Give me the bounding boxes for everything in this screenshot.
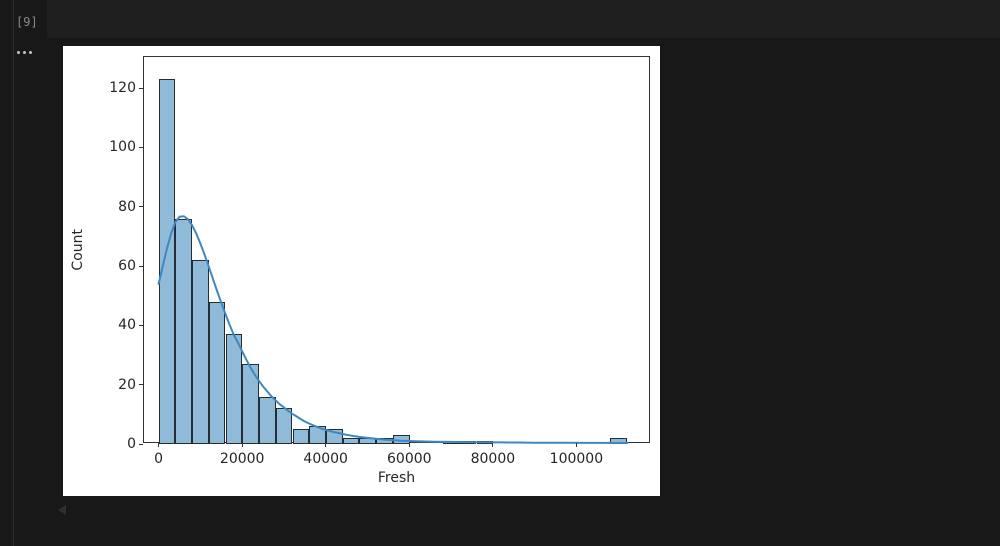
- code-cell-editor[interactable]: [47, 0, 1000, 38]
- kde-curve: [157, 215, 629, 444]
- y-tick-label: 40: [118, 317, 136, 334]
- y-axis-label: Count: [69, 228, 86, 271]
- x-tick-mark: [241, 443, 243, 447]
- y-tick-mark: [139, 146, 143, 148]
- x-tick-mark: [325, 443, 327, 447]
- histogram-bar: [259, 396, 276, 444]
- y-tick-mark: [139, 206, 143, 208]
- y-tick-label: 60: [118, 258, 136, 275]
- y-tick-mark: [139, 87, 143, 89]
- histogram-bar: [158, 79, 176, 444]
- x-tick-label: 80000: [470, 451, 516, 467]
- x-tick-mark: [575, 443, 577, 447]
- histogram-bar: [242, 363, 259, 444]
- histogram-bar: [292, 429, 310, 444]
- y-tick-label: 120: [109, 80, 136, 97]
- plot-clip: [144, 57, 651, 444]
- histogram-bar: [342, 438, 360, 444]
- x-tick-label: 100000: [549, 451, 604, 467]
- y-tick-label: 20: [118, 376, 136, 393]
- plot-area: 0 20000 40000 60000 80000 100000 0 20 40 60 80 100 1…: [109, 56, 651, 467]
- x-tick-label: 20000: [219, 451, 265, 467]
- histogram-bar: [175, 218, 193, 444]
- x-tick-mark: [158, 443, 160, 447]
- histogram-bar: [192, 260, 209, 444]
- y-tick-mark: [139, 324, 143, 326]
- x-tick-mark: [408, 443, 410, 447]
- panel-divider: [13, 0, 14, 546]
- x-tick-label: 0: [154, 451, 164, 467]
- output-collapse-arrow-icon: [58, 505, 66, 515]
- x-tick-mark: [492, 443, 494, 447]
- histogram-bar: [208, 301, 226, 444]
- x-tick-label: 60000: [387, 451, 432, 467]
- output-figure: 0 20000 40000 60000 80000 100000 0 20 40 60 80 100 1…: [63, 46, 660, 496]
- y-tick-label: 0: [127, 436, 136, 452]
- histogram-bar: [275, 408, 293, 444]
- x-tick-label: 40000: [303, 451, 348, 467]
- execution-count-label: [9]: [16, 15, 38, 29]
- more-actions-ellipsis-icon[interactable]: [17, 51, 32, 54]
- y-tick-mark: [139, 384, 143, 386]
- y-tick-mark: [139, 443, 143, 445]
- x-axis-label: Fresh: [377, 470, 416, 486]
- y-tick-label: 100: [109, 139, 136, 156]
- y-tick-label: 80: [118, 198, 136, 215]
- y-tick-mark: [139, 265, 143, 267]
